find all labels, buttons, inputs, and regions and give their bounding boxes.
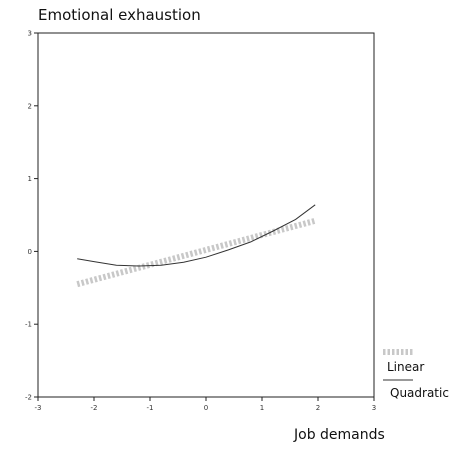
plot-frame [37, 32, 375, 398]
series-line-quadratic [77, 204, 316, 267]
x-tick-label: 2 [316, 404, 320, 412]
chart-title: Emotional exhaustion [38, 6, 201, 24]
y-tick-label: -2 [25, 394, 32, 402]
legend-label-linear: Linear [387, 360, 424, 374]
x-tick-label: -1 [147, 404, 154, 412]
x-tick-label: 0 [204, 404, 208, 412]
y-tick-label: 0 [28, 248, 32, 256]
y-tick-label: -1 [25, 321, 32, 329]
x-axis-label: Job demands [293, 427, 385, 443]
y-tick-label: 2 [28, 102, 32, 110]
x-tick-label: -3 [35, 404, 42, 412]
x-tick-label: 3 [372, 404, 376, 412]
y-tick-label: 1 [28, 175, 32, 183]
y-tick-label: 3 [28, 30, 32, 38]
series-line-linear [76, 217, 316, 288]
x-tick-label: -2 [91, 404, 98, 412]
legend-label-quadratic: Quadratic [390, 386, 449, 400]
x-tick-label: 1 [260, 404, 264, 412]
